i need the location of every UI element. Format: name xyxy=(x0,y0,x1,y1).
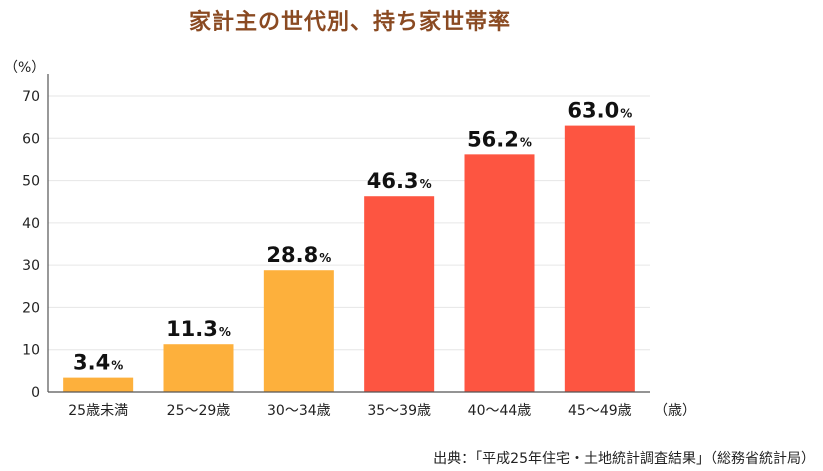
x-tick-label: 25～29歳 xyxy=(167,403,231,419)
y-tick-label: 20 xyxy=(22,300,40,316)
y-tick-label: 10 xyxy=(22,343,40,359)
x-tick-label: 35～39歳 xyxy=(367,403,431,419)
y-tick-label: 70 xyxy=(22,89,40,105)
source-note: 出典：「平成25年住宅・土地統計調査結果」（総務省統計局） xyxy=(433,451,815,467)
data-label: 3.4% xyxy=(73,351,123,375)
data-label: 63.0% xyxy=(567,99,632,123)
data-label: 56.2% xyxy=(467,127,532,151)
chart-title: 家計主の世代別、持ち家世帯率 xyxy=(188,10,511,35)
bar xyxy=(464,154,535,392)
y-tick-label: 40 xyxy=(22,216,40,232)
bar xyxy=(364,196,435,392)
y-tick-label: 60 xyxy=(22,131,40,147)
bar xyxy=(63,377,134,392)
data-label: 11.3% xyxy=(166,317,231,341)
data-label: 46.3% xyxy=(367,169,432,193)
x-tick-label: 30～34歳 xyxy=(267,403,331,419)
data-label: 28.8% xyxy=(266,243,331,267)
bar xyxy=(564,125,635,392)
y-axis-label: （%） xyxy=(4,60,45,76)
y-tick-label: 0 xyxy=(31,385,40,401)
bar-chart: 0 10 20 30 40 50 60 70 （%） 3.4% 25歳未満 11.3% 25～29歳 28… xyxy=(4,60,696,419)
x-tick-label: 25歳未満 xyxy=(68,403,128,419)
y-tick-label: 50 xyxy=(22,174,40,190)
bar xyxy=(163,344,234,392)
y-tick-label: 30 xyxy=(22,258,40,274)
x-tick-label: 40～44歳 xyxy=(468,403,532,419)
x-tick-label: 45～49歳 xyxy=(568,403,632,419)
x-axis-label: （歳） xyxy=(654,403,696,419)
bar xyxy=(263,270,334,392)
